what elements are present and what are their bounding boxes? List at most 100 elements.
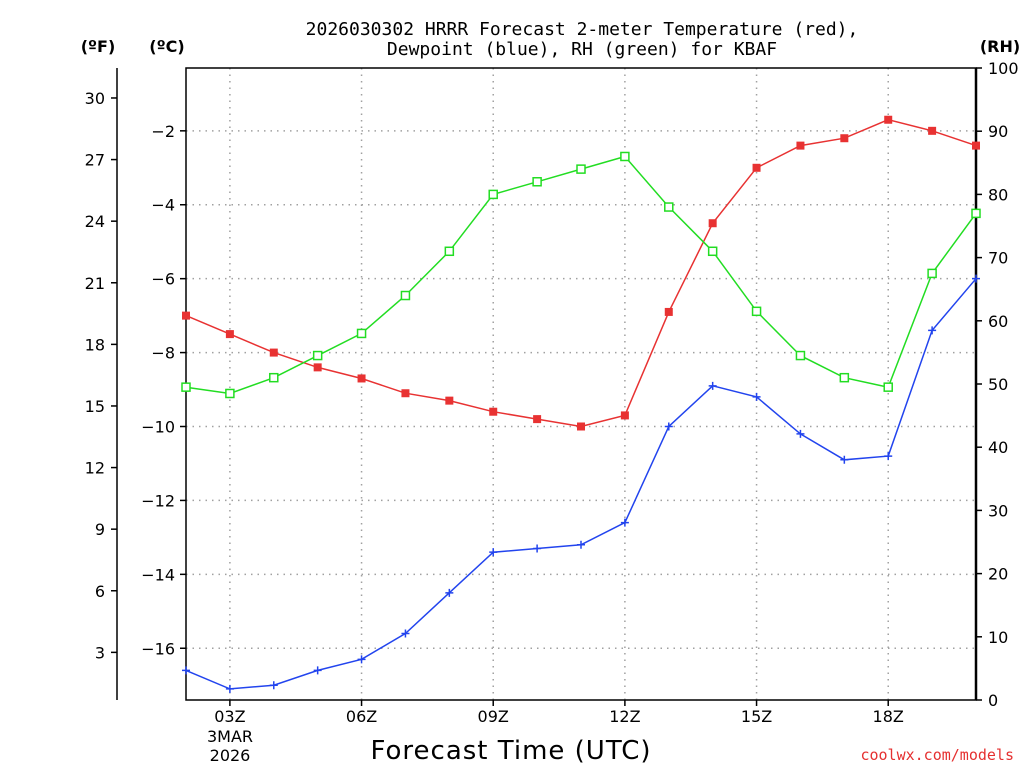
2-meter-temperature-point: [840, 134, 849, 143]
celsius-tick-label: −12: [141, 491, 175, 510]
celsius-tick-label: −10: [141, 418, 175, 437]
rh-tick-label: 100: [988, 59, 1019, 78]
dewpoint-point: [182, 666, 190, 675]
rh-point: [444, 246, 455, 257]
rh-point: [356, 328, 367, 339]
rh-point: [400, 290, 411, 301]
rh-point: [927, 268, 937, 279]
2-meter-temperature-point: [182, 311, 190, 320]
celsius-tick-label: −4: [151, 196, 175, 215]
dewpoint-point: [664, 422, 673, 431]
rh-point: [664, 202, 674, 212]
rh-tick-label: 20: [988, 565, 1008, 584]
rh-point: [225, 388, 235, 399]
dewpoint-point: [357, 655, 366, 664]
rh-tick-label: 60: [988, 312, 1008, 331]
dewpoint-point: [708, 381, 717, 390]
fahrenheit-tick-label: 15: [85, 397, 105, 416]
dewpoint-point: [489, 548, 498, 557]
celsius-tick-label: −8: [151, 344, 175, 363]
celsius-tick-label: −14: [141, 565, 175, 584]
2-meter-temperature-point: [796, 141, 805, 150]
celsius-tick-label: −6: [151, 270, 175, 289]
rh-tick-label: 10: [988, 628, 1008, 647]
celsius-unit-label: (ºC): [149, 37, 184, 56]
date-label-year: 2026: [210, 746, 251, 765]
fahrenheit-tick-label: 24: [85, 212, 105, 231]
rh-point: [312, 350, 323, 361]
date-label-month: 3MAR: [207, 727, 253, 746]
plot-frame: [185, 67, 977, 701]
2-meter-temperature-point: [225, 330, 234, 339]
dewpoint-point: [620, 518, 629, 527]
fahrenheit-tick-label: 27: [85, 151, 105, 170]
2-meter-temperature-point: [620, 411, 629, 420]
dewpoint-point: [928, 326, 937, 335]
2-meter-temperature-point: [445, 396, 454, 405]
dewpoint-point: [884, 452, 893, 461]
2-meter-temperature-point: [752, 163, 761, 172]
2-meter-temperature-point: [401, 389, 410, 398]
x-tick-label: 03Z: [214, 707, 245, 726]
x-tick-label: 09Z: [478, 707, 509, 726]
rh-point: [971, 208, 981, 219]
rh-point: [883, 382, 893, 392]
fahrenheit-tick-label: 6: [95, 582, 105, 601]
rh-tick-label: 90: [988, 122, 1008, 141]
dewpoint-point: [401, 629, 410, 638]
2-meter-temperature-point: [313, 363, 322, 372]
x-tick-label: 06Z: [346, 707, 377, 726]
rh-point: [620, 151, 630, 162]
axes: 03Z 06Z 09Z 12Z 15Z 18Z 3 6 9 12 15 18 21 24 27 30 −16 −1…: [85, 59, 1019, 726]
fahrenheit-tick-label: 9: [95, 520, 105, 539]
2-meter-temperature-point: [708, 219, 717, 228]
dewpoint-line: [185, 278, 977, 690]
rh-unit-label: (RH): [980, 37, 1020, 56]
rh-tick-label: 40: [988, 438, 1008, 457]
rh-point: [181, 382, 191, 392]
rh-point: [795, 350, 806, 361]
x-tick-label: 15Z: [741, 707, 772, 726]
fahrenheit-tick-label: 21: [85, 274, 105, 293]
2-meter-temperature-point: [664, 307, 673, 316]
2-meter-temperature-point: [972, 141, 980, 150]
credit-link[interactable]: coolwx.com/models: [860, 746, 1014, 764]
dewpoint-point: [533, 544, 542, 553]
2-meter-temperature-point: [928, 126, 937, 135]
fahrenheit-tick-label: 18: [85, 335, 105, 354]
rh-point: [576, 164, 586, 174]
rh-tick-label: 30: [988, 501, 1008, 520]
dewpoint-point: [445, 588, 454, 597]
dewpoint-point: [577, 540, 585, 549]
rh-line: [185, 155, 977, 395]
2-meter-temperature-point: [884, 115, 893, 124]
rh-point: [751, 306, 762, 317]
rh-point: [488, 189, 498, 200]
dewpoint-point: [752, 392, 761, 401]
x-tick-label: 12Z: [609, 707, 640, 726]
fahrenheit-unit-label: (ºF): [81, 37, 116, 56]
fahrenheit-tick-label: 3: [95, 643, 105, 662]
dewpoint-point: [972, 274, 980, 283]
rh-tick-label: 80: [988, 185, 1008, 204]
dewpoint-point: [225, 684, 234, 693]
rh-tick-label: 0: [988, 691, 998, 710]
rh-tick-label: 70: [988, 249, 1008, 268]
grid: [186, 68, 976, 700]
2-meter-temperature-point: [489, 407, 498, 416]
fahrenheit-tick-label: 12: [85, 459, 105, 478]
2-meter-temperature-point: [533, 415, 542, 424]
x-axis-label: Forecast Time (UTC): [370, 736, 651, 766]
dewpoint-point: [796, 429, 805, 438]
rh-point: [269, 372, 279, 383]
series: [181, 115, 981, 693]
chart-title-line2: Dewpoint (blue), RH (green) for KBAF: [387, 39, 777, 60]
2-meter-temperature-point: [357, 374, 366, 383]
2-meter-temperature-point: [269, 348, 278, 357]
dewpoint-point: [313, 666, 322, 675]
chart-title-line1: 2026030302 HRRR Forecast 2-meter Tempera…: [306, 19, 859, 40]
2-meter-temperature-point: [577, 422, 585, 431]
rh-point: [839, 372, 850, 383]
rh-tick-label: 50: [988, 375, 1008, 394]
